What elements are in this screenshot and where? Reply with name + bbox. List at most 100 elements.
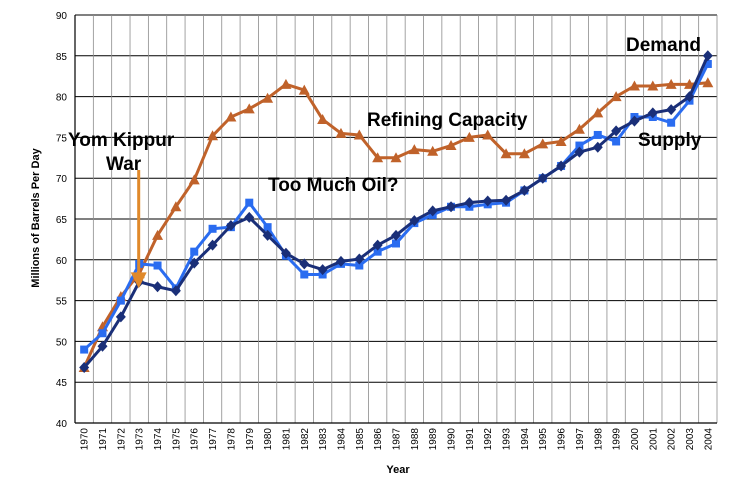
- data-point-refining: [702, 77, 714, 88]
- y-tick-label: 40: [56, 419, 68, 430]
- data-point-supply: [373, 247, 382, 256]
- data-point-refining: [335, 127, 347, 138]
- y-tick-labels: 40 45 50 55 60 65 70 75 80 85 90: [56, 11, 68, 430]
- data-point-refining: [353, 129, 365, 140]
- data-point-demand: [647, 107, 658, 119]
- y-tick-label: 65: [56, 215, 68, 226]
- data-point-supply: [300, 270, 309, 279]
- data-point-demand: [152, 281, 163, 293]
- data-point-demand: [409, 215, 420, 227]
- x-tick-label: 1983: [318, 428, 329, 451]
- x-tick-label: 1981: [281, 428, 292, 451]
- annotation-too-much-oil: Too Much Oil?: [268, 175, 399, 196]
- x-tick-label: 1998: [593, 428, 604, 451]
- data-point-demand: [666, 104, 677, 116]
- axes: [74, 15, 717, 424]
- y-tick-label: 70: [56, 174, 68, 185]
- data-point-refining: [573, 123, 585, 134]
- x-tick-label: 1974: [153, 428, 164, 451]
- data-point-demand: [592, 141, 603, 153]
- data-point-demand: [189, 257, 200, 269]
- data-point-supply: [263, 223, 272, 232]
- series-group: [78, 50, 714, 374]
- data-point-demand: [115, 311, 126, 323]
- data-point-demand: [556, 160, 567, 172]
- data-point-refining: [445, 140, 457, 151]
- data-point-supply: [98, 329, 107, 338]
- x-tick-label: 1970: [80, 428, 91, 451]
- x-tick-label: 1987: [392, 428, 403, 451]
- data-point-supply: [392, 239, 400, 248]
- data-point-refining: [555, 135, 567, 146]
- data-point-refining: [152, 229, 164, 240]
- x-tick-label: 1979: [245, 428, 256, 451]
- data-point-supply: [116, 296, 125, 305]
- y-tick-label: 50: [56, 337, 68, 348]
- data-point-demand: [611, 125, 622, 137]
- data-point-supply: [355, 261, 364, 270]
- data-point-demand: [464, 197, 475, 209]
- data-point-demand: [391, 229, 401, 241]
- data-point-demand: [97, 340, 108, 352]
- x-tick-label: 2004: [703, 428, 714, 451]
- data-point-demand: [299, 258, 310, 270]
- data-point-demand: [702, 50, 713, 62]
- data-point-demand: [519, 184, 530, 196]
- x-tick-label: 1991: [465, 428, 476, 451]
- x-axis-title: Year: [386, 464, 410, 476]
- yom-kippur-arrow: [130, 170, 147, 289]
- data-point-supply: [245, 198, 254, 207]
- data-point-refining: [280, 78, 292, 89]
- y-tick-label: 80: [56, 93, 68, 104]
- data-point-refining: [537, 138, 549, 149]
- series-demand: [79, 50, 713, 374]
- x-tick-label: 1972: [116, 428, 127, 451]
- x-tick-label: 1993: [502, 428, 513, 451]
- data-point-refining: [518, 148, 530, 159]
- data-point-demand: [629, 115, 640, 127]
- x-tick-label: 2002: [667, 428, 678, 451]
- data-point-refining: [427, 145, 439, 156]
- data-point-refining: [243, 103, 255, 114]
- annotation-refining-capacity: Refining Capacity: [367, 110, 528, 131]
- data-point-supply: [575, 141, 584, 150]
- data-point-refining: [408, 144, 420, 155]
- data-point-supply: [80, 345, 89, 354]
- x-tick-label: 1982: [300, 428, 311, 451]
- x-tick-label: 1975: [171, 428, 182, 451]
- data-point-refining: [170, 201, 182, 212]
- data-point-demand: [501, 194, 512, 206]
- data-point-demand: [280, 247, 291, 259]
- grid: [74, 14, 718, 424]
- x-tick-label: 1999: [612, 428, 623, 451]
- data-point-refining: [482, 129, 494, 140]
- data-point-refining: [317, 113, 329, 124]
- data-point-supply: [593, 130, 602, 139]
- data-point-demand: [317, 264, 328, 276]
- y-tick-label: 85: [56, 52, 68, 63]
- x-tick-label: 1994: [520, 428, 531, 451]
- data-point-demand: [482, 195, 493, 207]
- data-point-demand: [684, 91, 695, 103]
- data-point-refining: [372, 152, 384, 163]
- data-point-demand: [170, 285, 181, 297]
- x-tick-label: 1973: [135, 428, 146, 451]
- x-tick-label: 1990: [447, 428, 458, 451]
- data-point-supply: [667, 118, 676, 127]
- data-point-supply: [612, 137, 621, 146]
- annotation-yom-kippur-line2: War: [106, 154, 142, 175]
- data-point-demand: [207, 239, 218, 251]
- x-tick-label: 1971: [98, 428, 109, 451]
- arrow-head: [130, 272, 147, 289]
- data-point-refining: [463, 131, 475, 142]
- x-tick-label: 2001: [648, 428, 659, 451]
- data-point-demand: [262, 229, 273, 241]
- y-tick-label: 45: [56, 378, 68, 389]
- data-point-refining: [390, 152, 402, 163]
- series-refining: [78, 77, 714, 373]
- data-point-demand: [537, 172, 548, 184]
- y-tick-label: 75: [56, 133, 68, 144]
- data-point-demand: [574, 146, 585, 158]
